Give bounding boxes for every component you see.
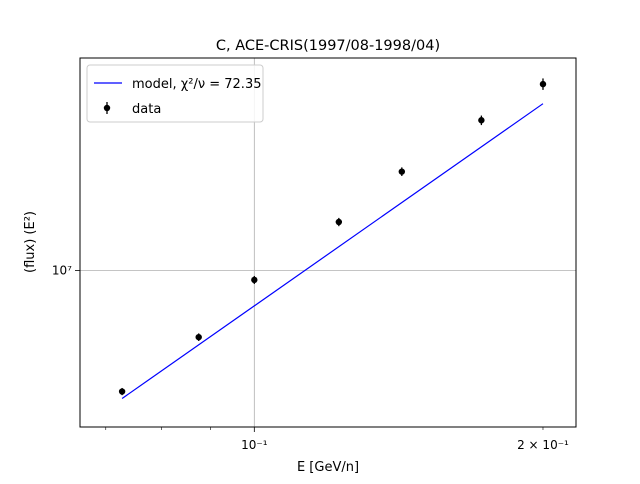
y-axis-label: (flux) (E²) [23,211,38,273]
chart-title: C, ACE-CRIS(1997/08-1998/04) [216,38,440,54]
model-line [121,103,544,399]
legend: model, χ²/ν = 72.35 data [86,64,264,123]
data-point [478,117,485,124]
x-tick-label: 2 × 10⁻¹ [517,438,569,452]
y-axis: 10⁷ [52,264,80,278]
x-tick-label: 10⁻¹ [241,438,268,452]
x-axis-label: E [GeV/n] [297,460,359,475]
data-point [398,168,406,175]
legend-data-label: data [132,102,161,117]
plot-frame [79,57,577,428]
data-point [195,333,202,341]
model-series [121,103,544,399]
data-point [251,276,258,284]
legend-data-swatch [103,104,111,112]
data-point [335,218,343,226]
x-axis: 10⁻¹ 2 × 10⁻¹ [105,427,569,452]
legend-box [86,64,264,123]
legend-model-label: model, χ²/ν = 72.35 [132,77,261,92]
y-tick-label: 10⁷ [52,264,72,278]
data-series [118,78,547,396]
data-point [539,80,547,88]
data-point [118,388,126,395]
